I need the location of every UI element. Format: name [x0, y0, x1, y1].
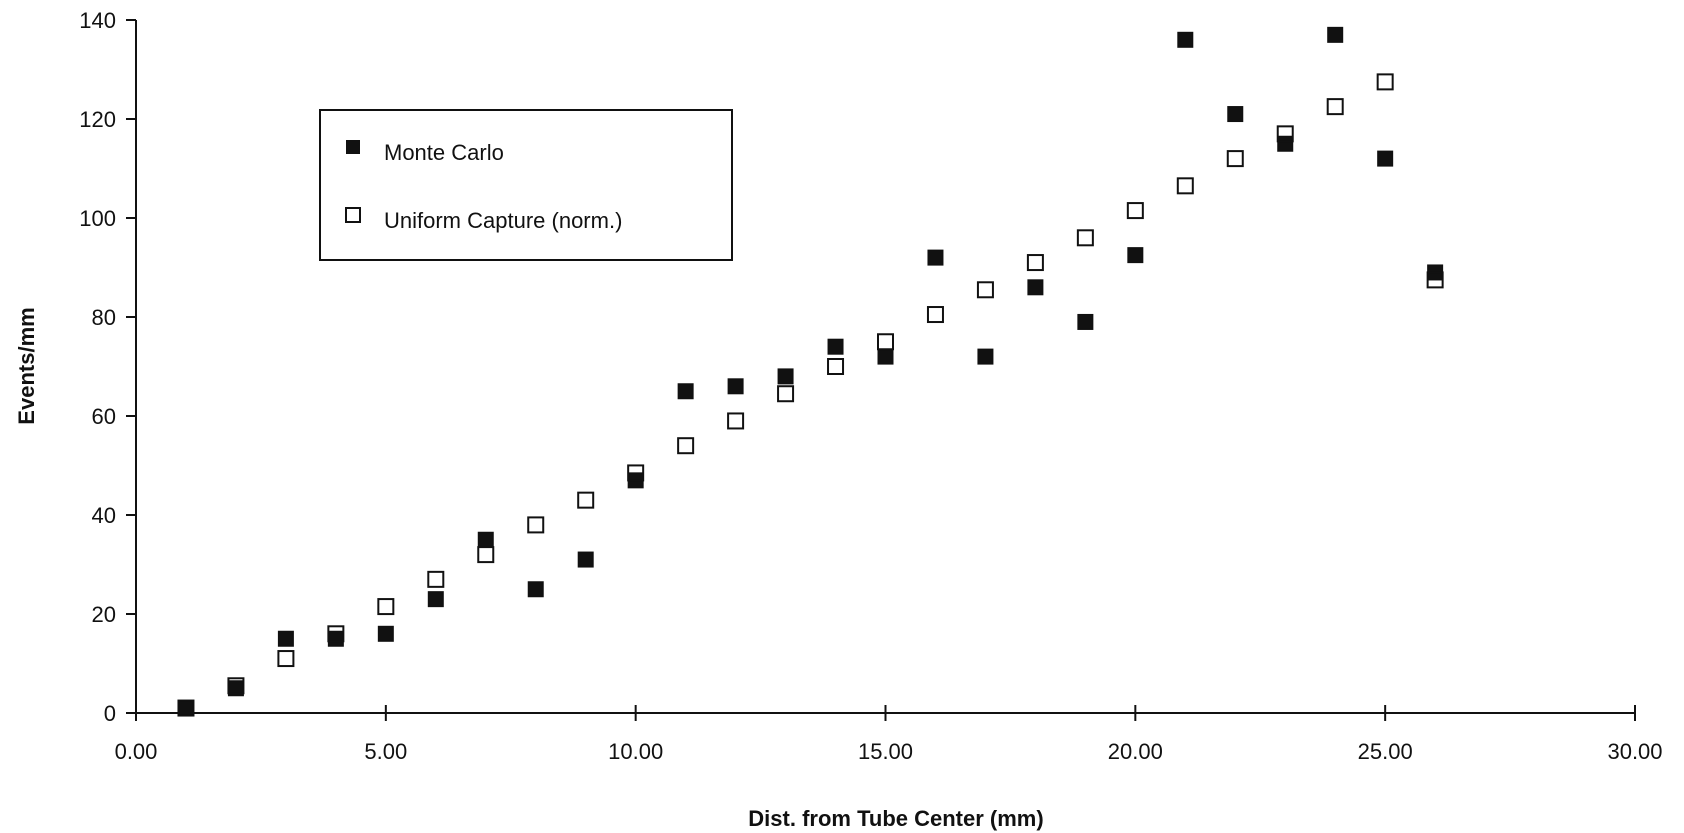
- legend-marker-monte-carlo: [346, 140, 360, 154]
- data-marks: [177, 26, 1444, 717]
- uniform-capture-point: [727, 412, 745, 430]
- x-tick-label: 25.00: [1358, 739, 1413, 764]
- monte-carlo-point: [877, 348, 894, 365]
- uniform-capture-point: [1276, 125, 1294, 143]
- monte-carlo-point: [1227, 106, 1244, 123]
- uniform-capture-point: [1376, 73, 1394, 91]
- legend-box: [319, 109, 733, 261]
- uniform-capture-point: [1176, 177, 1194, 195]
- uniform-capture-point: [527, 516, 545, 534]
- x-tick-label: 30.00: [1607, 739, 1662, 764]
- monte-carlo-point: [927, 249, 944, 266]
- monte-carlo-point: [1327, 26, 1344, 43]
- monte-carlo-point: [527, 581, 544, 598]
- monte-carlo-point: [577, 551, 594, 568]
- uniform-capture-point: [827, 358, 845, 375]
- monte-carlo-point: [277, 630, 294, 647]
- legend-marker-uniform-capture: [345, 207, 361, 223]
- uniform-capture-point: [677, 437, 695, 455]
- x-ticks: 0.00 5.00 10.00 15.00 20.00 25.00 30.00: [115, 705, 1663, 764]
- uniform-capture-point: [427, 570, 445, 588]
- uniform-capture-point: [976, 281, 994, 299]
- y-tick-label: 80: [92, 305, 116, 330]
- y-tick-label: 120: [79, 107, 116, 132]
- uniform-capture-point: [577, 491, 595, 509]
- y-tick-label: 60: [92, 404, 116, 429]
- monte-carlo-point: [377, 625, 394, 642]
- monte-carlo-point: [1027, 279, 1044, 296]
- x-tick-label: 0.00: [115, 739, 158, 764]
- legend-label-uniform-capture: Uniform Capture (norm.): [384, 208, 622, 233]
- monte-carlo-point: [977, 348, 994, 365]
- monte-carlo-point: [1127, 247, 1144, 264]
- uniform-capture-point: [627, 464, 645, 482]
- monte-carlo-point: [827, 338, 844, 355]
- uniform-capture-point: [1076, 229, 1094, 247]
- legend-label-monte-carlo: Monte Carlo: [384, 140, 504, 165]
- y-tick-label: 100: [79, 206, 116, 231]
- monte-carlo-point: [427, 591, 444, 608]
- legend: Monte Carlo Uniform Capture (norm.): [319, 109, 733, 261]
- uniform-capture-point: [1426, 271, 1444, 289]
- uniform-capture-point: [1126, 202, 1144, 220]
- monte-carlo-point: [1277, 135, 1294, 152]
- uniform-capture-point: [877, 333, 894, 351]
- monte-carlo-point: [1177, 31, 1194, 48]
- monte-carlo-point: [727, 378, 744, 395]
- y-tick-label: 40: [92, 503, 116, 528]
- x-tick-label: 20.00: [1108, 739, 1163, 764]
- monte-carlo-point: [677, 383, 694, 400]
- monte-carlo-point: [477, 531, 494, 548]
- uniform-capture-point: [227, 677, 245, 695]
- uniform-capture-point: [377, 598, 395, 616]
- uniform-capture-point: [1026, 254, 1044, 272]
- monte-carlo-point: [777, 368, 794, 385]
- uniform-capture-point: [926, 306, 944, 324]
- y-tick-label: 20: [92, 602, 116, 627]
- uniform-capture-point: [277, 650, 295, 668]
- x-tick-label: 15.00: [858, 739, 913, 764]
- x-tick-label: 10.00: [608, 739, 663, 764]
- x-axis-title: Dist. from Tube Center (mm): [748, 806, 1043, 831]
- monte-carlo-point: [1077, 313, 1094, 330]
- uniform-capture-point: [327, 625, 345, 643]
- monte-carlo-point: [1377, 150, 1394, 167]
- uniform-capture-point: [777, 385, 795, 403]
- y-tick-label: 0: [104, 701, 116, 726]
- uniform-capture-point: [477, 546, 495, 564]
- y-axis-title: Events/mm: [14, 307, 39, 424]
- uniform-capture-point: [1326, 98, 1344, 116]
- x-tick-label: 5.00: [364, 739, 407, 764]
- y-tick-label: 140: [79, 8, 116, 33]
- y-ticks: 0 20 40 60 80 100 120 140: [79, 8, 136, 726]
- uniform-capture-point: [1226, 150, 1244, 168]
- uniform-capture-point: [177, 699, 195, 717]
